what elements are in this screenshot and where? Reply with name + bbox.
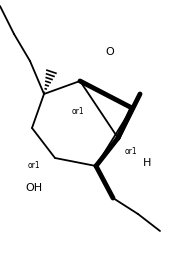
Text: or1: or1 [125, 147, 138, 156]
Text: or1: or1 [71, 108, 84, 116]
Text: or1: or1 [27, 161, 40, 169]
Text: OH: OH [25, 183, 42, 193]
Text: H: H [143, 158, 151, 168]
Text: O: O [106, 47, 114, 57]
